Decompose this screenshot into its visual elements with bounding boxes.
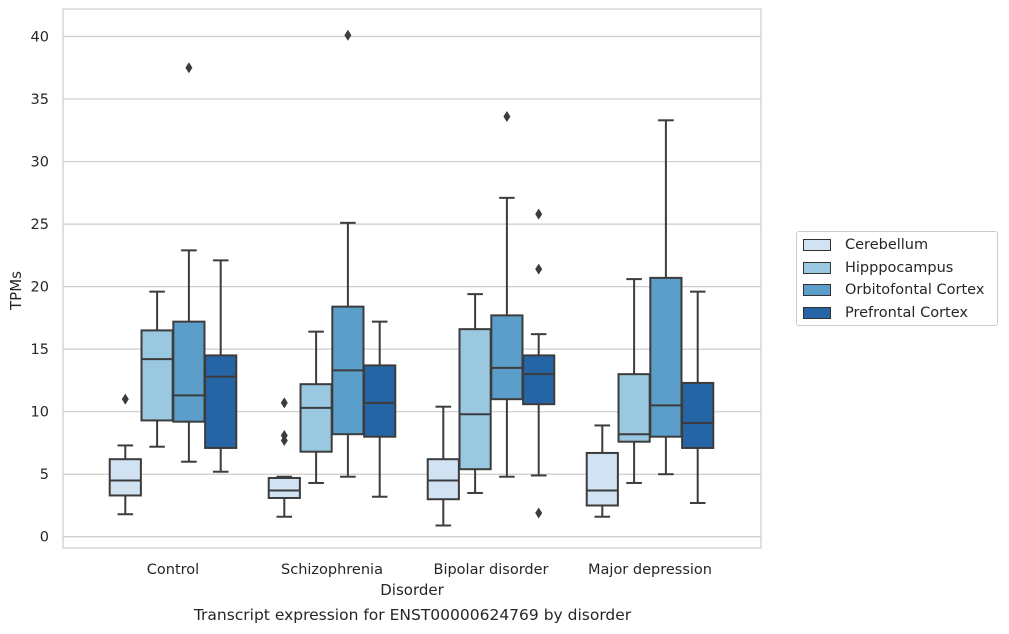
x-tick-label: Major depression: [588, 562, 712, 578]
legend-label: Prefrontal Cortex: [845, 305, 968, 322]
legend-swatch: [803, 261, 831, 274]
x-axis-label: Disorder: [380, 581, 444, 599]
box-group: [140, 290, 174, 448]
box: [204, 354, 238, 449]
box-group: [172, 62, 206, 463]
y-axis-label: TPMs: [7, 271, 25, 311]
box: [617, 373, 651, 443]
box: [108, 458, 142, 497]
y-tick-label: 0: [40, 530, 49, 546]
legend-label: Orbitofontal Cortex: [845, 282, 985, 299]
legend-swatch: [803, 284, 831, 297]
box: [363, 364, 397, 438]
boxes: [108, 29, 715, 527]
box: [299, 383, 333, 453]
box: [522, 354, 556, 406]
legend-swatch: [803, 307, 831, 320]
plot-area-frame: [62, 8, 762, 549]
outlier-point: [280, 397, 288, 409]
box-group: [267, 397, 301, 518]
box-group: [299, 330, 333, 484]
box-group: [522, 208, 556, 519]
legend-swatch: [803, 239, 831, 251]
outlier-point: [185, 62, 193, 74]
x-tick-label: Control: [147, 562, 199, 578]
outlier-point: [344, 29, 352, 41]
outlier-point: [503, 111, 511, 123]
outlier-point: [535, 208, 543, 220]
y-tick-label: 30: [31, 155, 49, 171]
y-tick-label: 35: [31, 92, 49, 108]
box-group: [681, 290, 715, 504]
legend: Cerebellum Hipppocampus Orbitofontal Corte…: [796, 231, 998, 326]
y-tick-label: 10: [31, 405, 49, 421]
outlier-point: [535, 263, 543, 275]
y-tick-label: 25: [31, 217, 49, 233]
box: [267, 476, 301, 499]
box: [172, 320, 206, 423]
x-tick-label: Bipolar disorder: [434, 562, 549, 578]
legend-item: Orbitofontal Cortex: [803, 280, 984, 300]
box-group: [617, 278, 651, 484]
box-group: [204, 259, 238, 473]
box-group: [458, 293, 492, 494]
box-group: [649, 119, 683, 476]
box: [490, 314, 524, 401]
box: [140, 329, 174, 422]
x-axis-ticks: Control Schizophrenia Bipolar disorder Majo…: [147, 562, 712, 578]
box: [681, 381, 715, 449]
legend-item: Prefrontal Cortex: [803, 303, 968, 323]
box-group: [585, 424, 619, 518]
legend-item: Cerebellum: [803, 235, 928, 255]
outlier-point: [280, 429, 288, 441]
x-tick-label: Schizophrenia: [281, 562, 383, 578]
y-tick-label: 15: [31, 342, 49, 358]
legend-label: Cerebellum: [845, 237, 929, 253]
outlier-point: [121, 393, 129, 405]
box: [585, 451, 619, 507]
box: [426, 458, 460, 501]
y-tick-label: 40: [31, 30, 49, 46]
box: [649, 276, 683, 438]
box-group: [426, 405, 460, 527]
y-tick-label: 20: [31, 280, 49, 296]
legend-item: Hipppocampus: [803, 258, 953, 278]
box: [458, 328, 492, 471]
chart-caption: Transcript expression for ENST0000062476…: [193, 606, 632, 624]
box-group: [363, 320, 397, 498]
y-tick-label: 5: [40, 467, 49, 483]
outlier-point: [535, 507, 543, 519]
legend-label: Hipppocampus: [845, 259, 954, 276]
box-group: [108, 393, 142, 516]
box-group: [490, 111, 524, 478]
y-axis-ticks: 0 5 10 15 20 25 30 35 40: [31, 30, 49, 546]
box-group: [331, 29, 365, 478]
